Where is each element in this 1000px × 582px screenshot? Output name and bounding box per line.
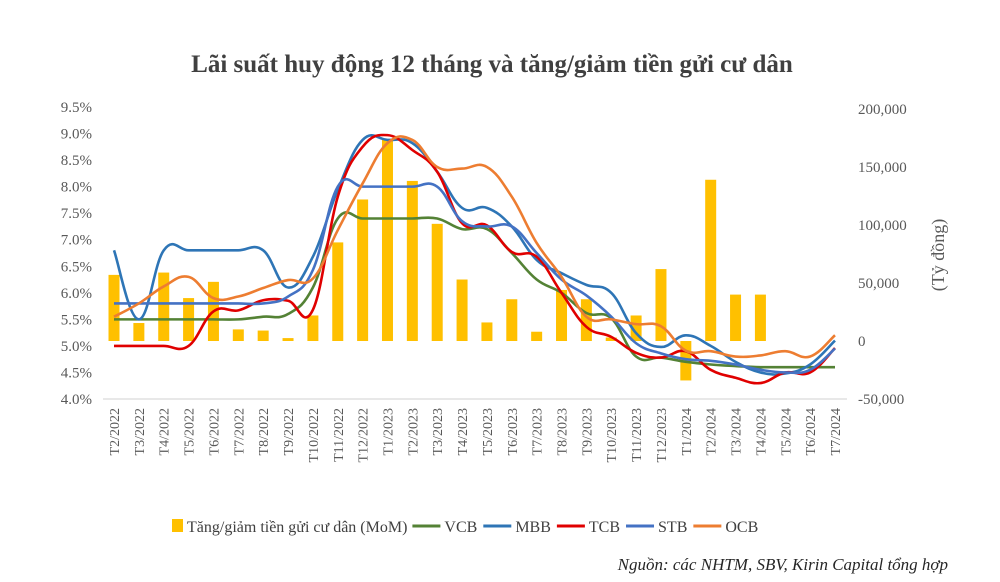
x-tick-label: T10/2023 xyxy=(605,408,620,462)
bar xyxy=(431,223,443,341)
bar xyxy=(705,179,717,341)
bar xyxy=(357,199,369,341)
left-tick-label: 9.5% xyxy=(61,100,92,116)
line-mbb xyxy=(112,134,836,376)
left-axis: 4.0% 4.5% 5.0% 5.5% 6.0% 6.5% 7.0% 7.5% 8.0% 8.5%… xyxy=(61,100,92,408)
legend-label-tcb: TCB xyxy=(589,519,620,536)
x-tick-label: T6/2024 xyxy=(804,408,819,455)
x-tick-label: T7/2022 xyxy=(232,408,247,455)
left-tick-label: 9.0% xyxy=(61,127,92,143)
x-tick-label: T12/2023 xyxy=(655,408,670,462)
right-axis-title: (Tỷ đồng) xyxy=(928,219,949,291)
bar xyxy=(655,269,667,341)
legend-label-ocb: OCB xyxy=(725,519,758,536)
left-tick-label: 4.5% xyxy=(61,365,92,381)
x-tick-label: T3/2023 xyxy=(431,408,446,455)
legend-label-stb: STB xyxy=(658,519,687,536)
x-tick-label: T3/2024 xyxy=(730,408,745,455)
left-tick-label: 6.0% xyxy=(61,286,92,302)
line-ocb xyxy=(113,135,836,359)
bar xyxy=(158,272,170,341)
bar xyxy=(232,329,244,341)
x-tick-label: T3/2022 xyxy=(133,408,148,455)
x-tick-label: T1/2023 xyxy=(381,408,396,455)
source-note: Nguồn: các NHTM, SBV, Kirin Capital tổng… xyxy=(617,555,948,574)
right-tick-label: 50,000 xyxy=(858,276,899,292)
x-tick-label: T12/2022 xyxy=(357,408,372,462)
left-tick-label: 7.0% xyxy=(61,233,92,249)
legend-swatch-bars xyxy=(172,519,183,532)
x-tick-label: T5/2024 xyxy=(779,408,794,455)
x-tick-label: T4/2024 xyxy=(754,408,769,455)
bar xyxy=(580,299,592,341)
x-tick-label: T9/2022 xyxy=(282,408,297,455)
bar xyxy=(481,322,493,341)
left-tick-label: 8.5% xyxy=(61,153,92,169)
legend-label-mbb: MBB xyxy=(515,519,551,536)
bar xyxy=(133,323,145,341)
line-series xyxy=(112,133,836,385)
line-tcb xyxy=(114,133,836,385)
x-tick-label: T7/2024 xyxy=(829,408,844,455)
x-tick-label: T10/2022 xyxy=(307,408,322,462)
bar xyxy=(108,274,120,341)
x-tick-label: T1/2024 xyxy=(680,408,695,455)
line-stb xyxy=(114,178,836,375)
legend-label-bars: Tăng/giảm tiền gửi cư dân (MoM) xyxy=(187,519,407,536)
bar xyxy=(307,315,319,341)
left-tick-label: 8.0% xyxy=(61,180,92,196)
x-tick-label: T4/2023 xyxy=(456,408,471,455)
bar xyxy=(506,299,518,341)
bar xyxy=(456,279,468,341)
right-tick-label: 100,000 xyxy=(858,218,907,234)
bar xyxy=(381,139,393,341)
right-tick-label: -50,000 xyxy=(858,392,904,408)
right-axis: -50,000 0 50,000 100,000 150,000 200,000 xyxy=(858,102,907,408)
x-tick-label: T6/2023 xyxy=(506,408,521,455)
left-tick-label: 4.0% xyxy=(61,392,92,408)
right-tick-label: 150,000 xyxy=(858,160,907,176)
line-vcb xyxy=(114,211,835,369)
x-tick-label: T2/2022 xyxy=(108,408,123,455)
left-tick-label: 7.5% xyxy=(61,206,92,222)
left-tick-label: 5.5% xyxy=(61,312,92,328)
bar xyxy=(754,294,766,341)
right-tick-label: 0 xyxy=(858,334,866,350)
bar xyxy=(630,315,642,341)
bar xyxy=(257,330,269,341)
bar xyxy=(531,331,543,341)
bar xyxy=(332,242,344,341)
x-tick-label: T8/2022 xyxy=(257,408,272,455)
x-tick-label: T2/2024 xyxy=(705,408,720,455)
bar xyxy=(406,180,418,341)
legend: Tăng/giảm tiền gửi cư dân (MoM) VCB MBB TCB… xyxy=(172,519,758,536)
x-tick-label: T2/2023 xyxy=(406,408,421,455)
x-tick-label: T8/2023 xyxy=(556,408,571,455)
x-tick-label: T11/2023 xyxy=(630,408,645,462)
left-tick-label: 6.5% xyxy=(61,259,92,275)
x-tick-label: T11/2022 xyxy=(332,408,347,462)
chart-title: Lãi suất huy động 12 tháng và tăng/giảm … xyxy=(191,51,793,78)
x-tick-label: T5/2023 xyxy=(481,408,496,455)
x-tick-label: T9/2023 xyxy=(580,408,595,455)
x-axis: T2/2022 T3/2022 T4/2022 T5/2022 T6/2022 T7/20… xyxy=(108,408,844,462)
right-tick-label: 200,000 xyxy=(858,102,907,118)
x-tick-label: T5/2022 xyxy=(183,408,198,455)
x-tick-label: T7/2023 xyxy=(531,408,546,455)
x-tick-label: T4/2022 xyxy=(158,408,173,455)
left-tick-label: 5.0% xyxy=(61,339,92,355)
bar xyxy=(605,337,617,341)
x-tick-label: T6/2022 xyxy=(207,408,222,455)
bar xyxy=(730,294,742,341)
bar xyxy=(556,289,568,341)
legend-label-vcb: VCB xyxy=(444,519,477,536)
bar xyxy=(282,338,294,341)
